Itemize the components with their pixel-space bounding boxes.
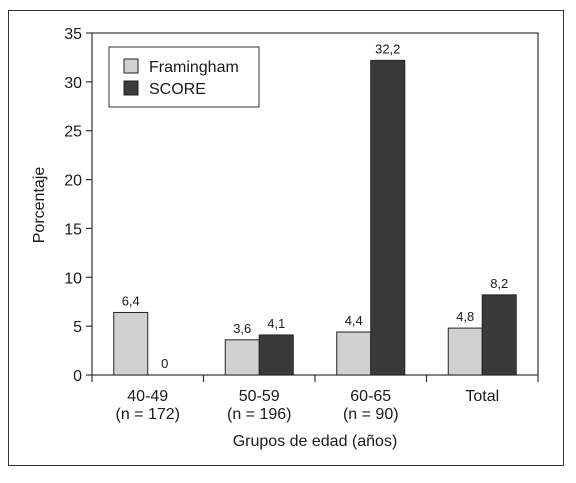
bar-framingham xyxy=(224,339,260,376)
x-category-sublabel: (n = 196) xyxy=(227,406,291,423)
chart-frame xyxy=(8,10,564,466)
bar-score xyxy=(481,294,517,376)
y-tick-label: 15 xyxy=(64,221,82,238)
data-label-framingham: 4,4 xyxy=(345,313,363,328)
y-tick-label: 10 xyxy=(64,270,82,287)
bar-score xyxy=(258,334,294,376)
legend-label-framingham: Framingham xyxy=(149,59,239,76)
y-tick-label: 30 xyxy=(64,75,82,92)
bar-framingham xyxy=(447,327,483,376)
data-label-score: 4,1 xyxy=(267,316,285,331)
x-category-sublabel: (n = 172) xyxy=(116,406,180,423)
data-label-framingham: 6,4 xyxy=(122,293,140,308)
bar-framingham xyxy=(113,311,149,376)
y-axis-title: Porcentaje xyxy=(31,167,48,244)
y-tick-label: 20 xyxy=(64,173,82,190)
y-tick-label: 25 xyxy=(64,124,82,141)
data-label-framingham: 3,6 xyxy=(233,321,251,336)
data-label-framingham: 4,8 xyxy=(456,309,474,324)
legend-label-score: SCORE xyxy=(149,81,206,98)
x-category-label: 40-49 xyxy=(127,388,168,405)
data-label-score: 0 xyxy=(161,356,168,371)
legend-swatch-score xyxy=(123,80,139,96)
y-tick-label: 0 xyxy=(73,368,82,385)
data-label-score: 8,2 xyxy=(490,276,508,291)
bars: 6,4 0 3,6 4,1 4,4 32,2 4,8 8,2 xyxy=(113,41,517,376)
y-tick-label: 5 xyxy=(73,319,82,336)
bar-score xyxy=(370,59,406,376)
legend-swatch-framingham xyxy=(123,58,139,74)
legend: Framingham SCORE xyxy=(108,46,260,108)
x-category-label: Total xyxy=(465,388,499,405)
bar-framingham xyxy=(336,331,372,376)
x-axis: 40-49(n = 172) 50-59(n = 196) 60-65(n = 90… xyxy=(91,375,539,423)
y-tick-label: 35 xyxy=(64,26,82,43)
legend-box xyxy=(108,46,260,108)
data-label-score: 32,2 xyxy=(375,41,400,56)
x-category-sublabel: (n = 90) xyxy=(343,406,399,423)
x-axis-title: Grupos de edad (años) xyxy=(233,433,398,450)
x-category-label: 50-59 xyxy=(239,388,280,405)
x-category-label: 60-65 xyxy=(350,388,391,405)
